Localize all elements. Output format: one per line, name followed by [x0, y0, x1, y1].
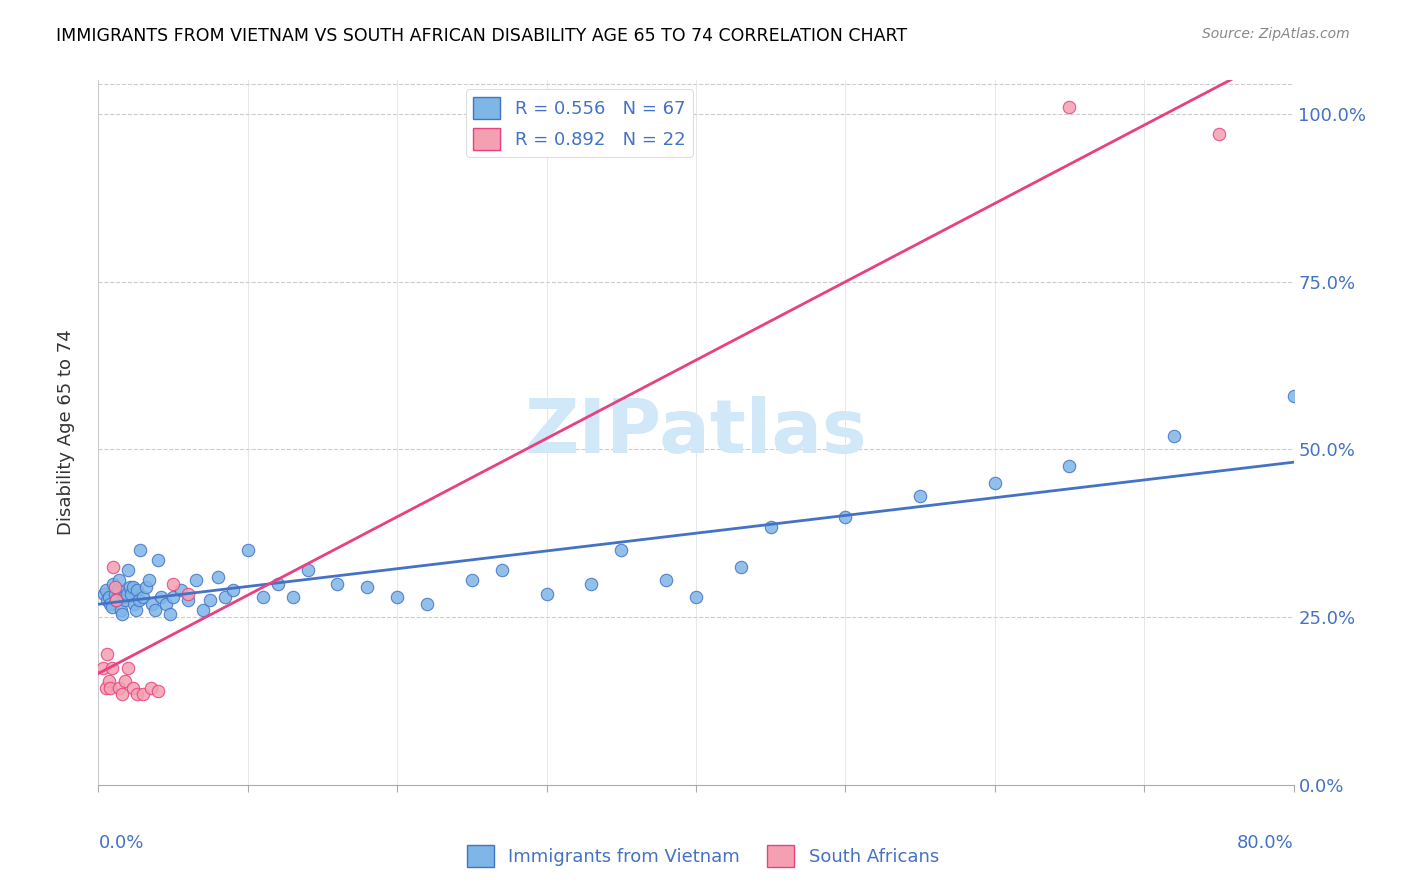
Point [834, 509, 856, 524]
Point [93, 587, 115, 601]
Point [222, 583, 245, 598]
Point [159, 607, 181, 621]
Point [162, 576, 184, 591]
Point [385, 590, 409, 604]
Point [121, 681, 143, 695]
Point [610, 543, 633, 558]
Point [908, 489, 931, 503]
Point [581, 576, 603, 591]
Point [461, 574, 484, 588]
Point [730, 559, 752, 574]
Point [98, 681, 122, 695]
Point [236, 543, 259, 558]
Point [184, 574, 207, 588]
Point [297, 563, 319, 577]
Point [118, 580, 141, 594]
Point [129, 543, 152, 558]
Point [121, 580, 143, 594]
Point [132, 590, 155, 604]
Point [169, 583, 191, 598]
Point [101, 660, 124, 674]
Point [139, 681, 162, 695]
Point [132, 687, 155, 701]
Point [96, 593, 118, 607]
Point [1059, 100, 1081, 114]
Point [685, 590, 707, 604]
Y-axis label: Disability Age 65 to 74: Disability Age 65 to 74 [56, 330, 75, 535]
Point [177, 593, 200, 607]
Point [97, 590, 120, 604]
Point [141, 597, 163, 611]
Point [111, 687, 134, 701]
Point [103, 576, 125, 591]
Point [117, 563, 139, 577]
Point [105, 593, 128, 607]
Point [207, 570, 229, 584]
Point [104, 580, 127, 594]
Point [127, 687, 149, 701]
Point [984, 475, 1007, 490]
Text: 80.0%: 80.0% [1237, 834, 1294, 852]
Point [114, 593, 136, 607]
Text: 0.0%: 0.0% [98, 834, 143, 852]
Point [326, 576, 349, 591]
Point [491, 563, 513, 577]
Point [1163, 429, 1185, 443]
Point [155, 597, 177, 611]
Point [1059, 459, 1081, 474]
Point [94, 681, 117, 695]
Point [103, 559, 125, 574]
Point [114, 673, 136, 688]
Point [1208, 127, 1230, 141]
Point [97, 673, 120, 688]
Point [108, 681, 131, 695]
Point [148, 553, 170, 567]
Point [759, 519, 782, 533]
Point [120, 587, 142, 601]
Point [150, 590, 173, 604]
Point [162, 590, 184, 604]
Point [148, 684, 170, 698]
Text: Source: ZipAtlas.com: Source: ZipAtlas.com [1202, 27, 1350, 41]
Point [128, 593, 150, 607]
Point [416, 597, 439, 611]
Text: IMMIGRANTS FROM VIETNAM VS SOUTH AFRICAN DISABILITY AGE 65 TO 74 CORRELATION CHA: IMMIGRANTS FROM VIETNAM VS SOUTH AFRICAN… [56, 27, 907, 45]
Point [96, 647, 118, 661]
Point [101, 600, 124, 615]
Point [135, 580, 157, 594]
Point [110, 603, 132, 617]
Point [356, 580, 378, 594]
Point [108, 574, 131, 588]
Point [117, 660, 139, 674]
Point [214, 590, 236, 604]
Point [98, 597, 122, 611]
Point [125, 603, 148, 617]
Point [115, 587, 138, 601]
Point [112, 590, 135, 604]
Point [1282, 389, 1305, 403]
Text: ZIPatlas: ZIPatlas [524, 396, 868, 469]
Point [200, 593, 222, 607]
Point [111, 607, 134, 621]
Point [655, 574, 678, 588]
Point [124, 597, 146, 611]
Point [138, 574, 160, 588]
Point [536, 587, 558, 601]
Point [191, 603, 214, 617]
Point [281, 590, 304, 604]
Point [177, 587, 200, 601]
Point [94, 583, 117, 598]
Point [105, 593, 128, 607]
Point [107, 583, 129, 598]
Legend: R = 0.556   N = 67, R = 0.892   N = 22: R = 0.556 N = 67, R = 0.892 N = 22 [465, 89, 693, 157]
Point [252, 590, 274, 604]
Point [104, 587, 127, 601]
Point [267, 576, 290, 591]
Point [143, 603, 166, 617]
Point [91, 660, 114, 674]
Point [127, 583, 149, 598]
Legend: Immigrants from Vietnam, South Africans: Immigrants from Vietnam, South Africans [460, 838, 946, 874]
